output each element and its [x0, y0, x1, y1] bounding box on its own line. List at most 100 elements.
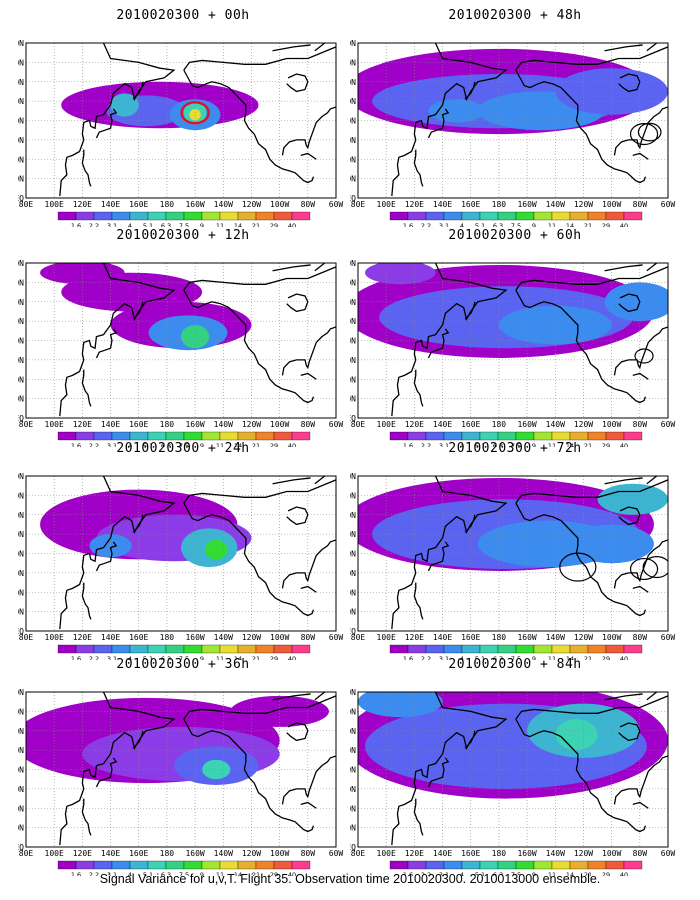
- colorbar-swatch: [111, 860, 131, 870]
- colorbar-label: 5.1: [143, 222, 153, 227]
- target-circle: [629, 557, 659, 581]
- lat-label: 50N: [18, 530, 24, 539]
- coastline: [632, 585, 649, 593]
- lat-label: EQ: [18, 843, 24, 852]
- coastline: [618, 73, 641, 93]
- lon-label: 140E: [433, 420, 452, 429]
- colorbar-swatch: [389, 644, 409, 654]
- coastline: [132, 730, 144, 749]
- map-frame: [25, 262, 337, 419]
- coastline: [183, 695, 336, 720]
- colorbar-swatch: [291, 644, 311, 654]
- colorbar-label: 1.6: [71, 442, 81, 447]
- lon-label: 160E: [461, 633, 480, 642]
- target-circle: [642, 556, 668, 579]
- variance-contour: [555, 719, 598, 751]
- lat-label: 60N: [18, 511, 24, 520]
- lon-label: 160W: [517, 200, 536, 209]
- variance-contour: [569, 524, 654, 564]
- colorbar-swatch: [551, 644, 571, 654]
- lat-label: 40N: [350, 337, 356, 346]
- colorbar-label: 1.6: [403, 655, 413, 660]
- colorbar-label: 9: [532, 442, 536, 447]
- colorbar-swatch: [93, 644, 113, 654]
- lat-label: 80N: [18, 39, 24, 48]
- lon-label: 140E: [101, 849, 120, 858]
- colorbar-label: 2.2: [421, 442, 431, 447]
- coastline: [618, 506, 641, 526]
- colorbar-label: 3.1: [107, 871, 117, 876]
- lat-label: EQ: [350, 843, 356, 852]
- colorbar-label: 40: [620, 222, 628, 227]
- colorbar-swatch: [147, 211, 167, 221]
- panel-title: 2010020300 + 24h: [116, 441, 250, 456]
- colorbar-swatch: [129, 644, 149, 654]
- coastline: [95, 108, 118, 139]
- lat-label: 20N: [18, 155, 24, 164]
- colorbar-swatch: [165, 644, 185, 654]
- colorbar-swatch: [569, 860, 589, 870]
- coastline: [632, 372, 649, 380]
- colorbar-swatch: [75, 431, 95, 441]
- colorbar-swatch: [623, 211, 643, 221]
- lon-label: 100E: [45, 849, 64, 858]
- colorbar-label: 29: [602, 655, 610, 660]
- coastline: [604, 264, 643, 272]
- lon-label: 160E: [129, 200, 148, 209]
- colorbar-label: 4: [460, 442, 464, 447]
- colorbar-swatch: [237, 644, 257, 654]
- coastline: [300, 801, 317, 809]
- lat-label: 20N: [18, 588, 24, 597]
- colorbar-swatch: [407, 644, 427, 654]
- coastline: [281, 106, 336, 156]
- colorbar-swatch: [533, 860, 553, 870]
- lon-label: 140W: [214, 849, 233, 858]
- colorbar-label: 7.5: [511, 442, 521, 447]
- lat-label: 60N: [350, 298, 356, 307]
- lon-label: 140W: [214, 200, 233, 209]
- lon-label: 60W: [329, 633, 344, 642]
- colorbar-swatch: [515, 211, 535, 221]
- coastline: [300, 152, 317, 160]
- colorbar-swatch: [443, 644, 463, 654]
- coastline: [183, 266, 336, 291]
- coastline: [413, 582, 424, 620]
- colorbar-swatch: [479, 211, 499, 221]
- colorbar-label: 1.6: [71, 655, 81, 660]
- lon-label: 100E: [377, 849, 396, 858]
- map-panel: 2010020300 + 00h 80N 70N 60N 50N 40N 30N 20N 10N…: [18, 8, 348, 227]
- lat-label: 40N: [350, 550, 356, 559]
- lat-label: 50N: [350, 317, 356, 326]
- variance-contour: [604, 282, 668, 322]
- coastline: [646, 263, 658, 272]
- lon-label: 160W: [517, 849, 536, 858]
- colorbar-label: 6.3: [493, 442, 503, 447]
- lat-label: 20N: [350, 375, 356, 384]
- panel-title: 2010020300 + 60h: [448, 228, 582, 243]
- variance-map: 80N 70N 60N 50N 40N 30N 20N 10N EQ80E 100E 120E 140…: [350, 472, 675, 660]
- colorbar-label: 21: [252, 655, 260, 660]
- lon-label: 100E: [45, 633, 64, 642]
- colorbar-label: 1.6: [403, 871, 413, 876]
- colorbar-label: 6.3: [493, 222, 503, 227]
- lat-label: 20N: [18, 804, 24, 813]
- colorbar-swatch: [57, 211, 77, 221]
- lon-label: 80E: [19, 200, 34, 209]
- colorbar-swatch: [237, 211, 257, 221]
- variance-map: 80N 70N 60N 50N 40N 30N 20N 10N EQ80E 100E 120E 140…: [350, 39, 676, 227]
- colorbar-swatch: [255, 431, 275, 441]
- colorbar-swatch: [57, 644, 77, 654]
- lon-label: 60W: [661, 200, 676, 209]
- colorbar-swatch: [479, 431, 499, 441]
- coastline: [515, 502, 647, 617]
- colorbar-swatch: [623, 860, 643, 870]
- coastline: [132, 81, 144, 100]
- colorbar-swatch: [461, 860, 481, 870]
- coastline: [427, 541, 450, 572]
- colorbar-swatch: [533, 431, 553, 441]
- coastline: [132, 514, 144, 533]
- coastline: [183, 502, 315, 617]
- colorbar-label: 3.1: [439, 442, 449, 447]
- coastline: [613, 326, 668, 376]
- coastline: [613, 755, 668, 805]
